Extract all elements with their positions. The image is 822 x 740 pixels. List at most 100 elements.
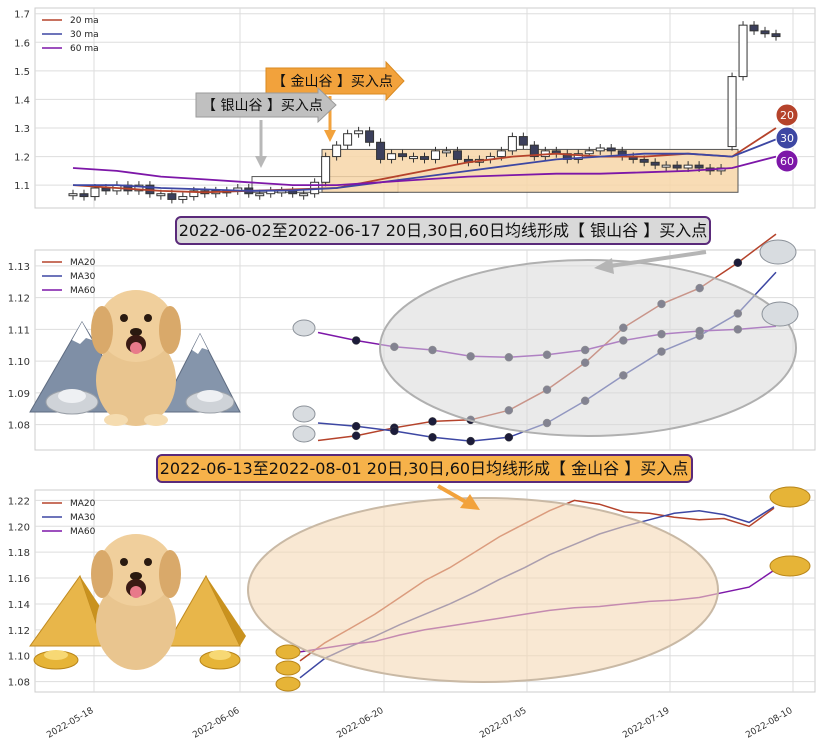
y-tick-label-0-2: 1.3 bbox=[14, 124, 30, 135]
y-tick-label-1-4: 1.12 bbox=[8, 294, 30, 305]
series-point-1-2-0 bbox=[351, 336, 361, 345]
legend-label-30ma: 30 ma bbox=[70, 30, 99, 40]
series-point-1-1-2 bbox=[428, 433, 437, 442]
gold-banner: 2022-06-13至2022-08-01 20日,30日,60日均线形成【 金… bbox=[156, 454, 693, 483]
candle-56 bbox=[683, 164, 693, 169]
candle-63 bbox=[760, 30, 770, 35]
candle-24 bbox=[332, 144, 342, 158]
candle-34 bbox=[441, 150, 451, 154]
candle-54 bbox=[661, 164, 671, 168]
silver-banner-text: 2022-06-02至2022-06-17 20日,30日,60日均线形成【 银… bbox=[179, 221, 707, 240]
silver-buy-label: 【 银山谷 】买入点 bbox=[202, 98, 323, 114]
gold-pointer-arrow bbox=[437, 484, 480, 510]
y-tick-label-2-7: 1.22 bbox=[8, 496, 30, 507]
silver-buy-arrow: 【 银山谷 】买入点 bbox=[195, 86, 337, 168]
series-point-1-1-3 bbox=[466, 436, 475, 446]
series-line-0-1 bbox=[73, 138, 777, 192]
candle-20 bbox=[288, 190, 298, 195]
candle-27 bbox=[365, 130, 375, 143]
y-tick-label-0-5: 1.6 bbox=[14, 38, 30, 49]
x-tick-label-5: 2022-08-10 bbox=[744, 706, 795, 740]
ma-badges: 20 30 60 bbox=[775, 103, 799, 173]
gold-banner-text: 2022-06-13至2022-08-01 20日,30日,60日均线形成【 金… bbox=[160, 459, 688, 478]
candle-29 bbox=[387, 153, 397, 160]
candle-39 bbox=[496, 150, 506, 158]
x-tick-label-2: 2022-06-20 bbox=[335, 706, 386, 740]
y-tick-label-2-5: 1.18 bbox=[8, 548, 30, 559]
y-tick-label-0-3: 1.4 bbox=[14, 95, 30, 106]
y-tick-label-0-1: 1.2 bbox=[14, 153, 30, 164]
candle-25 bbox=[343, 133, 353, 146]
candle-47 bbox=[584, 150, 594, 155]
badge-30 bbox=[775, 126, 799, 150]
y-tick-label-2-2: 1.12 bbox=[8, 626, 30, 637]
candle-28 bbox=[376, 141, 386, 160]
dog-icon-bottom bbox=[91, 534, 181, 670]
x-tick-label-1: 2022-06-06 bbox=[191, 706, 242, 740]
legend-label-MA20-bottom: MA20 bbox=[70, 499, 96, 509]
y-tick-label-2-4: 1.16 bbox=[8, 574, 30, 585]
candle-42 bbox=[529, 144, 539, 158]
x-tick-label-3: 2022-07-05 bbox=[478, 706, 528, 740]
bottom-legend: MA20 MA30 MA60 bbox=[42, 499, 96, 537]
candle-57 bbox=[694, 164, 704, 169]
candle-6 bbox=[134, 184, 144, 192]
candle-17 bbox=[255, 193, 265, 197]
series-point-1-0-0 bbox=[351, 431, 361, 440]
series-point-1-1-4 bbox=[504, 433, 514, 442]
y-tick-label-0-6: 1.7 bbox=[14, 10, 30, 21]
legend-label-MA60: MA60 bbox=[70, 286, 96, 296]
candle-49 bbox=[606, 147, 616, 152]
candle-30 bbox=[398, 153, 408, 158]
y-tick-label-0-0: 1.1 bbox=[14, 181, 30, 192]
candle-32 bbox=[420, 156, 429, 160]
series-point-1-0-2 bbox=[428, 417, 437, 426]
candle-31 bbox=[409, 156, 419, 160]
y-tick-label-2-0: 1.08 bbox=[8, 678, 30, 689]
badge-20 bbox=[775, 103, 799, 127]
legend-label-20ma: 20 ma bbox=[70, 16, 99, 26]
candle-60 bbox=[727, 76, 737, 148]
candle-1 bbox=[79, 193, 89, 198]
y-tick-label-1-3: 1.11 bbox=[8, 325, 30, 336]
candle-26 bbox=[354, 130, 364, 135]
svg-text:60: 60 bbox=[780, 155, 794, 168]
silver-ingot-icon bbox=[45, 389, 235, 415]
series-point-1-0-10 bbox=[733, 258, 743, 267]
candle-10 bbox=[178, 196, 188, 200]
silver-pointer-arrow bbox=[594, 250, 707, 274]
candle-41 bbox=[518, 136, 528, 146]
candle-35 bbox=[452, 150, 462, 160]
gold-valley-ellipse bbox=[247, 497, 719, 683]
legend-label-MA30: MA30 bbox=[70, 272, 96, 282]
svg-text:30: 30 bbox=[780, 132, 794, 145]
legend-label-MA30-bottom: MA30 bbox=[70, 513, 96, 523]
candle-61 bbox=[738, 24, 748, 78]
y-tick-label-1-5: 1.13 bbox=[8, 262, 30, 273]
candle-33 bbox=[430, 150, 440, 160]
candle-62 bbox=[749, 24, 759, 32]
candle-46 bbox=[573, 153, 583, 160]
candle-48 bbox=[595, 147, 605, 152]
candle-3 bbox=[101, 187, 111, 192]
candle-layer bbox=[68, 21, 781, 204]
candle-55 bbox=[672, 164, 682, 169]
y-tick-label-1-1: 1.09 bbox=[8, 389, 30, 400]
candle-64 bbox=[771, 33, 781, 38]
svg-text:20: 20 bbox=[780, 109, 794, 122]
y-tick-label-2-1: 1.10 bbox=[8, 652, 30, 663]
series-line-0-2 bbox=[72, 155, 777, 187]
candle-2 bbox=[90, 187, 100, 198]
y-tick-label-1-2: 1.10 bbox=[8, 357, 30, 368]
y-tick-label-0-4: 1.5 bbox=[14, 67, 30, 78]
legend-label-MA60-bottom: MA60 bbox=[70, 527, 96, 537]
candle-40 bbox=[507, 136, 517, 152]
candle-8 bbox=[156, 193, 166, 197]
dog-icon bbox=[91, 290, 181, 426]
legend-label-60ma: 60 ma bbox=[70, 44, 99, 54]
legend-label-MA20: MA20 bbox=[70, 258, 96, 268]
gold-ingot-line-ends bbox=[275, 486, 811, 692]
candle-11 bbox=[189, 190, 199, 198]
